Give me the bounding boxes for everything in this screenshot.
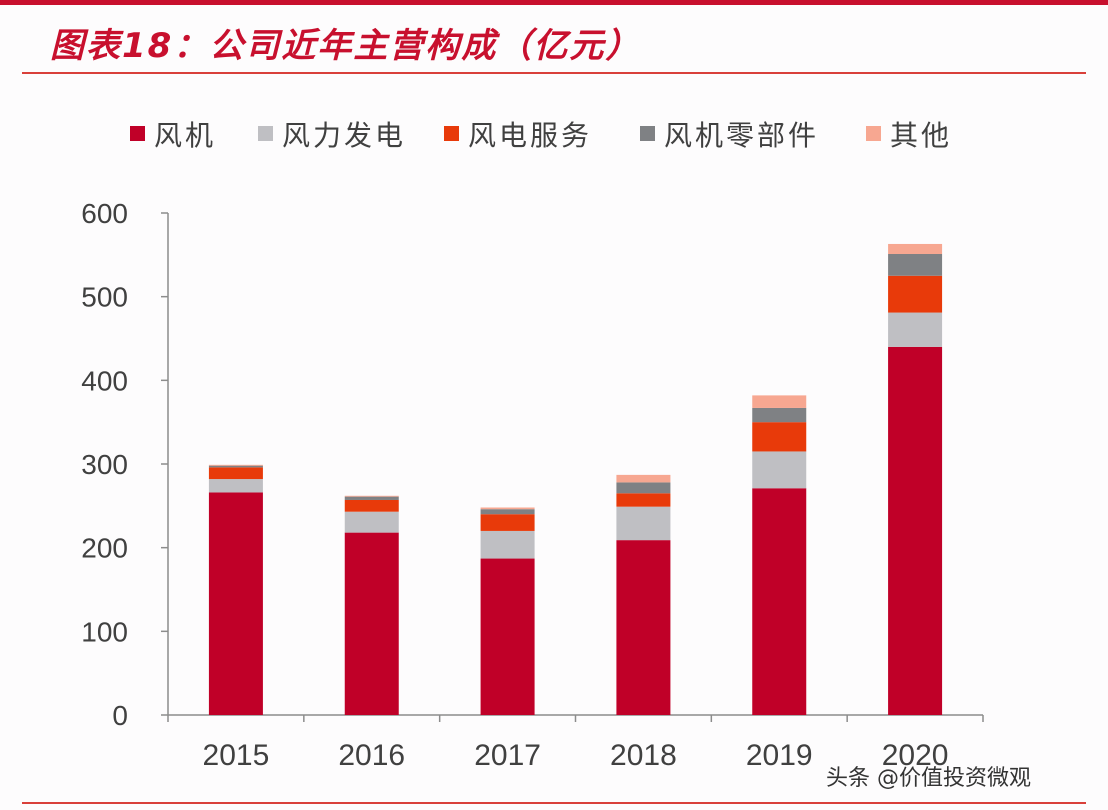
legend-swatch bbox=[866, 126, 881, 141]
x-tick-label: 2017 bbox=[474, 739, 541, 772]
y-tick-label: 300 bbox=[81, 449, 128, 480]
x-tick-label: 2018 bbox=[610, 739, 677, 772]
bar-segment bbox=[752, 451, 807, 489]
bottom-divider bbox=[22, 802, 1086, 804]
legend-label: 其他 bbox=[890, 119, 952, 152]
legend-label: 风力发电 bbox=[282, 119, 406, 152]
bar-segment bbox=[344, 496, 399, 500]
title-divider bbox=[22, 72, 1086, 74]
bar-segment bbox=[480, 514, 535, 531]
bar-segment bbox=[344, 495, 399, 497]
bar-segment bbox=[616, 540, 671, 715]
bar-segment bbox=[888, 243, 943, 254]
legend-label: 风电服务 bbox=[468, 119, 592, 152]
legend-swatch bbox=[130, 126, 145, 141]
legend-label: 风机零部件 bbox=[664, 119, 819, 152]
bar-segment bbox=[208, 465, 263, 468]
legend-swatch bbox=[444, 126, 459, 141]
y-tick-label: 500 bbox=[81, 282, 128, 313]
bar-segment bbox=[208, 479, 263, 493]
bar-segment bbox=[616, 482, 671, 494]
bar-segment bbox=[888, 312, 943, 347]
bar-segment bbox=[752, 488, 807, 715]
bar-segment bbox=[752, 407, 807, 423]
bar-segment bbox=[208, 467, 263, 480]
bar-segment bbox=[208, 464, 263, 466]
bar-segment bbox=[480, 507, 535, 510]
bar-segment bbox=[344, 532, 399, 715]
y-tick-label: 600 bbox=[81, 198, 128, 229]
bar-segment bbox=[616, 474, 671, 483]
bar-segment bbox=[208, 492, 263, 715]
x-tick-label: 2015 bbox=[203, 739, 270, 772]
y-tick-label: 100 bbox=[81, 616, 128, 647]
bar-segment bbox=[616, 493, 671, 507]
legend-label: 风机 bbox=[154, 119, 216, 152]
bar-segment bbox=[616, 506, 671, 541]
bar-segment bbox=[752, 395, 807, 408]
x-tick-label: 2016 bbox=[338, 739, 405, 772]
bar-segment bbox=[888, 275, 943, 313]
bar-segment bbox=[344, 511, 399, 533]
bar-segment bbox=[480, 509, 535, 515]
x-tick-label: 2020 bbox=[882, 739, 949, 772]
watermark: 头条 @价值投资微观 bbox=[826, 766, 1031, 791]
y-tick-label: 400 bbox=[81, 365, 128, 396]
chart-title: 图表18：公司近年主营构成（亿元） bbox=[50, 26, 642, 66]
bar-segment bbox=[480, 558, 535, 715]
bar-segment bbox=[888, 253, 943, 276]
bar-segment bbox=[752, 422, 807, 452]
x-tick-label: 2019 bbox=[746, 739, 813, 772]
bar-segment bbox=[344, 499, 399, 512]
y-tick-label: 200 bbox=[81, 533, 128, 564]
legend-swatch bbox=[258, 126, 273, 141]
bar-segment bbox=[480, 530, 535, 559]
top-accent-bar bbox=[0, 0, 1108, 5]
bar-segment bbox=[888, 346, 943, 715]
legend-swatch bbox=[640, 126, 655, 141]
y-tick-label: 0 bbox=[112, 700, 128, 731]
